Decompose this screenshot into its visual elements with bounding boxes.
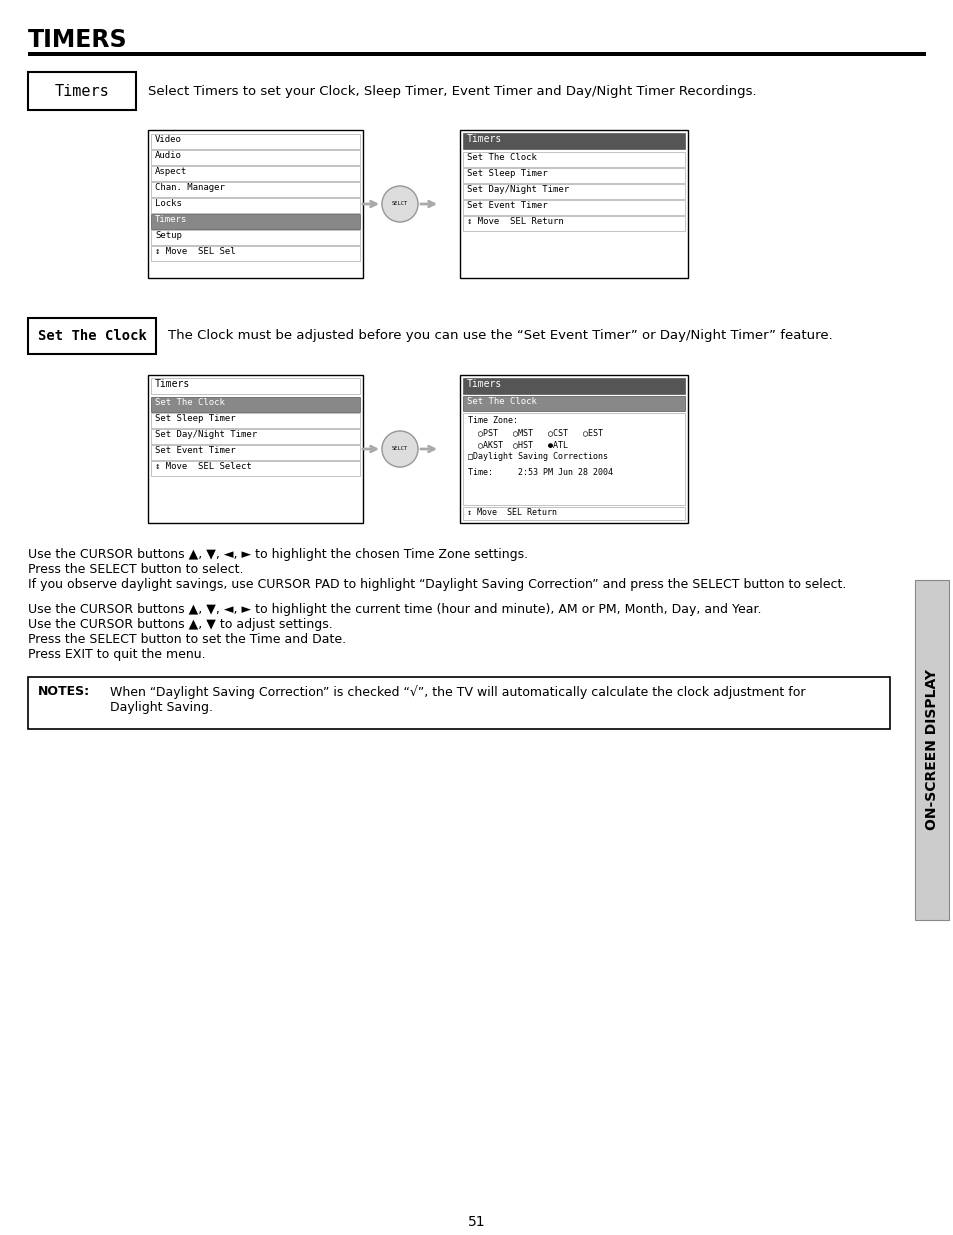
Bar — [462, 152, 684, 167]
Text: The Clock must be adjusted before you can use the “Set Event Timer” or Day/Night: The Clock must be adjusted before you ca… — [168, 330, 832, 342]
Bar — [462, 412, 684, 505]
Text: Aspect: Aspect — [154, 167, 187, 177]
Bar — [148, 130, 363, 278]
Text: Set The Clock: Set The Clock — [467, 153, 537, 162]
Text: Press the SELECT button to select.: Press the SELECT button to select. — [28, 563, 243, 576]
Text: Locks: Locks — [154, 199, 182, 207]
Text: Use the CURSOR buttons ▲, ▼, ◄, ► to highlight the current time (hour and minute: Use the CURSOR buttons ▲, ▼, ◄, ► to hig… — [28, 603, 760, 616]
Bar — [151, 461, 359, 475]
Bar — [462, 396, 684, 411]
Bar — [462, 133, 684, 149]
Text: Set Event Timer: Set Event Timer — [154, 446, 235, 454]
Bar — [28, 677, 889, 729]
Text: Timers: Timers — [54, 84, 110, 99]
Bar — [151, 214, 359, 228]
Text: Set Event Timer: Set Event Timer — [467, 201, 547, 210]
Text: SELCT: SELCT — [392, 201, 408, 206]
Text: Set Sleep Timer: Set Sleep Timer — [467, 169, 547, 178]
Text: ON-SCREEN DISPLAY: ON-SCREEN DISPLAY — [924, 669, 938, 830]
Bar — [28, 52, 925, 56]
Text: Timers: Timers — [154, 379, 190, 389]
Text: Use the CURSOR buttons ▲, ▼, ◄, ► to highlight the chosen Time Zone settings.: Use the CURSOR buttons ▲, ▼, ◄, ► to hig… — [28, 548, 528, 561]
Text: Set The Clock: Set The Clock — [154, 398, 225, 408]
Text: Chan. Manager: Chan. Manager — [154, 183, 225, 191]
Text: 51: 51 — [468, 1215, 485, 1229]
Text: Use the CURSOR buttons ▲, ▼ to adjust settings.: Use the CURSOR buttons ▲, ▼ to adjust se… — [28, 618, 333, 631]
Bar — [151, 246, 359, 261]
Text: Timers: Timers — [467, 135, 501, 144]
Bar — [459, 375, 687, 522]
Bar — [151, 149, 359, 165]
Bar — [151, 396, 359, 412]
Text: □Daylight Saving Corrections: □Daylight Saving Corrections — [468, 452, 607, 461]
Bar — [151, 182, 359, 198]
Bar — [462, 216, 684, 231]
Bar — [462, 168, 684, 183]
Bar — [151, 445, 359, 459]
Bar — [151, 165, 359, 182]
Text: NOTES:: NOTES: — [38, 685, 90, 698]
Bar — [462, 508, 684, 520]
Text: ↕ Move  SEL Sel: ↕ Move SEL Sel — [154, 247, 235, 256]
Bar — [459, 130, 687, 278]
Bar — [151, 412, 359, 429]
Text: If you observe daylight savings, use CURSOR PAD to highlight “Daylight Saving Co: If you observe daylight savings, use CUR… — [28, 578, 845, 592]
Text: ↕ Move  SEL Return: ↕ Move SEL Return — [467, 217, 563, 226]
Text: ○AKST  ○HST   ●ATL: ○AKST ○HST ●ATL — [468, 440, 567, 450]
Bar — [462, 184, 684, 199]
Text: Video: Video — [154, 135, 182, 144]
Circle shape — [381, 186, 417, 222]
Circle shape — [381, 431, 417, 467]
Text: Press the SELECT button to set the Time and Date.: Press the SELECT button to set the Time … — [28, 634, 346, 646]
Text: Set The Clock: Set The Clock — [467, 396, 537, 406]
Text: Select Timers to set your Clock, Sleep Timer, Event Timer and Day/Night Timer Re: Select Timers to set your Clock, Sleep T… — [148, 84, 756, 98]
Text: Setup: Setup — [154, 231, 182, 240]
Text: Daylight Saving.: Daylight Saving. — [110, 701, 213, 714]
Bar — [148, 375, 363, 522]
Text: ↕ Move  SEL Return: ↕ Move SEL Return — [467, 508, 557, 517]
Text: Set Sleep Timer: Set Sleep Timer — [154, 414, 235, 424]
Text: Time Zone:: Time Zone: — [468, 416, 517, 425]
Bar — [151, 378, 359, 394]
Text: TIMERS: TIMERS — [28, 28, 128, 52]
Bar — [28, 317, 156, 354]
Text: Press EXIT to quit the menu.: Press EXIT to quit the menu. — [28, 648, 206, 661]
Bar — [462, 200, 684, 215]
Text: Set The Clock: Set The Clock — [37, 329, 146, 343]
Text: ↕ Move  SEL Select: ↕ Move SEL Select — [154, 462, 252, 471]
Text: When “Daylight Saving Correction” is checked “√”, the TV will automatically calc: When “Daylight Saving Correction” is che… — [110, 685, 804, 699]
Text: Set Day/Night Timer: Set Day/Night Timer — [467, 185, 569, 194]
Bar — [462, 378, 684, 394]
Bar — [151, 135, 359, 149]
Bar — [151, 230, 359, 245]
Text: Timers: Timers — [467, 379, 501, 389]
Bar — [914, 580, 948, 920]
Text: Timers: Timers — [154, 215, 187, 224]
Bar — [151, 429, 359, 445]
Text: SELCT: SELCT — [392, 446, 408, 451]
Bar — [28, 72, 136, 110]
Text: Audio: Audio — [154, 151, 182, 161]
Text: ○PST   ○MST   ○CST   ○EST: ○PST ○MST ○CST ○EST — [468, 429, 602, 437]
Text: Time:     2:53 PM Jun 28 2004: Time: 2:53 PM Jun 28 2004 — [468, 468, 613, 477]
Text: Set Day/Night Timer: Set Day/Night Timer — [154, 430, 257, 438]
Bar — [151, 198, 359, 212]
